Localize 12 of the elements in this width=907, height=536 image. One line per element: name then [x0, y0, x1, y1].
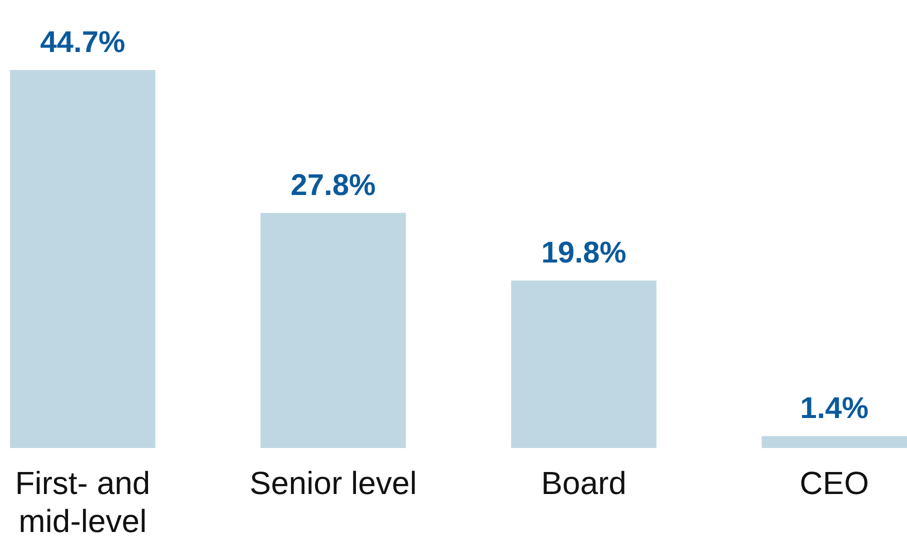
bar — [260, 212, 406, 448]
x-tick-label: Senior level — [250, 465, 417, 501]
data-label: 19.8% — [541, 236, 626, 270]
bar — [10, 70, 156, 448]
x-tick-label: CEO — [800, 465, 870, 501]
data-label: 27.8% — [290, 168, 376, 202]
bar — [762, 436, 907, 448]
x-tick-label: First- and mid-level — [15, 465, 150, 536]
data-label: 44.7% — [40, 26, 126, 59]
data-label: 1.4% — [800, 392, 869, 426]
x-tick-label: Board — [541, 465, 626, 501]
bar — [511, 280, 656, 448]
